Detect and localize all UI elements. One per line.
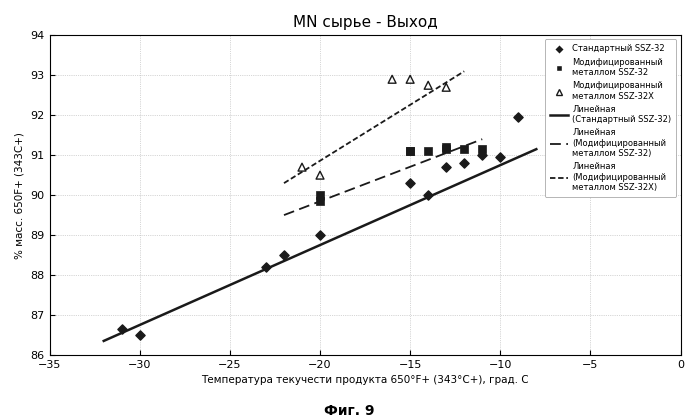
Legend: Стандартный SSZ-32, Модифицированный
металлом SSZ-32, Модифицированный
металлом : Стандартный SSZ-32, Модифицированный мет… <box>545 40 677 197</box>
Point <box>315 172 326 178</box>
Point <box>134 332 145 338</box>
Point <box>440 146 452 153</box>
Point <box>423 148 434 155</box>
Point <box>459 146 470 153</box>
Point <box>260 264 271 270</box>
Y-axis label: % масс. 650F+ (343C+): % масс. 650F+ (343C+) <box>15 132 25 259</box>
Title: MN сырье - Выход: MN сырье - Выход <box>293 15 438 30</box>
Point <box>423 192 434 198</box>
Point <box>477 146 488 153</box>
Point <box>440 84 452 90</box>
Point <box>440 144 452 151</box>
Point <box>296 164 308 171</box>
Point <box>423 82 434 88</box>
Point <box>405 148 416 155</box>
Point <box>315 192 326 198</box>
Point <box>315 232 326 239</box>
Point <box>315 198 326 204</box>
Point <box>495 154 506 161</box>
Point <box>387 76 398 83</box>
Point <box>512 114 524 121</box>
Text: Фиг. 9: Фиг. 9 <box>324 404 375 417</box>
Point <box>440 164 452 171</box>
Point <box>116 326 127 332</box>
Point <box>459 160 470 166</box>
X-axis label: Температура текучести продукта 650°F+ (343°C+), град. С: Температура текучести продукта 650°F+ (3… <box>201 375 529 385</box>
Point <box>477 152 488 158</box>
Point <box>405 148 416 155</box>
Point <box>278 252 289 259</box>
Point <box>405 180 416 186</box>
Point <box>405 76 416 83</box>
